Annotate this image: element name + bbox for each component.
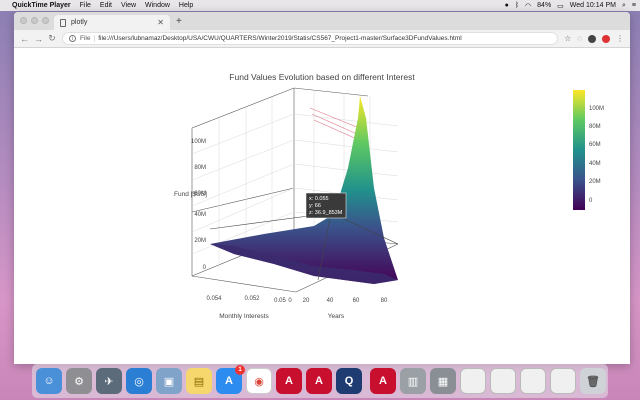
x-tick: 0.05 <box>274 298 286 304</box>
file-label: File <box>80 35 91 42</box>
zoom-window-button[interactable] <box>42 17 49 24</box>
close-tab-icon[interactable]: ✕ <box>157 18 164 27</box>
screen-record-icon[interactable]: ● <box>504 2 509 9</box>
y-tick: 40 <box>327 298 334 304</box>
rocket-icon[interactable]: ✈ <box>96 368 122 394</box>
menu-file[interactable]: File <box>79 2 91 9</box>
quicktime-icon[interactable]: Q <box>336 368 362 394</box>
y-axis-ticks: 0 20 40 60 80 <box>288 298 388 304</box>
menubar-app-name[interactable]: QuickTime Player <box>12 2 71 9</box>
archive-icon[interactable]: ▥ <box>400 368 426 394</box>
profile-avatar[interactable] <box>588 34 596 43</box>
clock[interactable]: Wed 10:14 PM <box>569 2 616 9</box>
y-axis-title: Years <box>328 313 345 320</box>
window-icon[interactable] <box>550 368 576 394</box>
y-tick: 0 <box>288 298 292 304</box>
hover-x: x: 0.055 <box>309 196 329 202</box>
z-tick: 60M <box>194 191 206 197</box>
macos-menubar: QuickTime Player File Edit View Window H… <box>0 0 640 11</box>
x-tick: 0.054 <box>206 296 222 302</box>
extension-red-icon[interactable] <box>602 34 610 43</box>
appstore-badge: 1 <box>235 365 245 375</box>
plot-title: Fund Values Evolution based on different… <box>229 72 415 82</box>
menubar-status: ● ᛒ ◠ 84% ▭ Wed 10:14 PM ⌕ ≡ <box>505 2 636 10</box>
surface-front-band <box>210 244 398 284</box>
forward-arrow-icon[interactable]: → <box>34 33 43 44</box>
safari-icon[interactable]: ◎ <box>126 368 152 394</box>
z-tick: 100M <box>191 139 206 145</box>
x-axis-title: Monthly Interests <box>219 313 269 320</box>
acrobat-icon[interactable]: A <box>276 368 302 394</box>
tab-strip: plotly ✕ + <box>14 12 630 30</box>
minimize-window-button[interactable] <box>31 17 38 24</box>
hover-label: x: 0.055 y: 66 z: 36.9_853M <box>305 192 347 219</box>
address-separator: | <box>93 35 96 42</box>
screenshot-icon[interactable]: ▦ <box>430 368 456 394</box>
menu-view[interactable]: View <box>120 2 137 9</box>
acrobat-icon[interactable]: A <box>370 368 396 394</box>
battery-percent[interactable]: 84% <box>537 2 552 9</box>
tab-title: plotly <box>71 19 88 26</box>
bluetooth-icon[interactable]: ᛒ <box>514 2 520 9</box>
x-axis-ticks: 0.054 0.052 0.05 <box>206 296 286 304</box>
star-icon[interactable]: ☆ <box>564 34 572 43</box>
battery-icon[interactable]: ▭ <box>557 2 564 10</box>
y-tick: 60 <box>353 298 360 304</box>
finder-icon[interactable]: ☺ <box>36 368 62 394</box>
trash-icon[interactable]: 🗑 <box>580 368 606 394</box>
z-tick: 40M <box>194 212 206 218</box>
address-bar[interactable]: i File | file:///Users/lubnamaz/Desktop/… <box>62 32 559 45</box>
colorbar-tick: 100M <box>589 106 604 112</box>
back-arrow-icon[interactable]: ← <box>20 33 29 44</box>
launchpad-icon[interactable]: ⚙ <box>66 368 92 394</box>
menu-window[interactable]: Window <box>145 2 170 9</box>
menu-list-icon[interactable]: ≡ <box>631 2 636 9</box>
y-tick: 20 <box>303 298 310 304</box>
colorbar-ticks: 100M 80M 60M 40M 20M 0 <box>589 106 604 204</box>
colorbar-tick: 20M <box>589 179 601 185</box>
window-controls <box>20 17 49 24</box>
page-content: Fund Values Evolution based on different… <box>14 48 630 364</box>
surface-3d-plot[interactable]: 100M 80M 60M 40M 20M 0 Fund [$US] 0.054 … <box>14 48 630 364</box>
browser-window: plotly ✕ + ← → ↻ i File | file:///Users/… <box>14 12 630 364</box>
url-text[interactable]: file:///Users/lubnamaz/Desktop/USA/CWU/Q… <box>98 35 462 42</box>
close-window-button[interactable] <box>20 17 27 24</box>
colorbar <box>573 90 585 210</box>
wifi-icon[interactable]: ◠ <box>525 2 532 10</box>
document-icon <box>60 18 66 27</box>
extension-icon[interactable]: ◌ <box>577 34 582 43</box>
reload-icon[interactable]: ↻ <box>48 33 56 43</box>
y-tick: 80 <box>381 298 388 304</box>
x-tick: 0.052 <box>244 296 260 302</box>
colorbar-tick: 0 <box>589 198 593 204</box>
menu-help[interactable]: Help <box>178 2 194 9</box>
browser-toolbar: ← → ↻ i File | file:///Users/lubnamaz/De… <box>14 30 630 48</box>
preview-icon[interactable]: ▣ <box>156 368 182 394</box>
tab-plotly[interactable]: plotly ✕ <box>54 15 170 30</box>
window-icon[interactable] <box>520 368 546 394</box>
new-tab-button[interactable]: + <box>176 16 182 27</box>
notes-icon[interactable]: ▤ <box>186 368 212 394</box>
z-axis-ticks: 100M 80M 60M 40M 20M 0 <box>191 139 207 271</box>
hover-z: z: 36.9_853M <box>309 210 343 216</box>
z-tick: 80M <box>194 165 206 171</box>
acrobat-icon[interactable]: A <box>306 368 332 394</box>
z-axis-title: Fund [$US] <box>174 191 207 198</box>
window-icon[interactable] <box>490 368 516 394</box>
info-icon[interactable]: i <box>69 35 76 42</box>
hover-y: y: 66 <box>309 203 321 209</box>
search-icon[interactable]: ⌕ <box>621 1 626 9</box>
chrome-icon[interactable]: ◉ <box>246 368 272 394</box>
colorbar-tick: 40M <box>589 161 601 167</box>
window-icon[interactable] <box>460 368 486 394</box>
surface-mesh[interactable] <box>210 96 398 284</box>
more-menu-icon[interactable]: ⋮ <box>616 34 624 43</box>
colorbar-tick: 80M <box>589 124 601 130</box>
menu-edit[interactable]: Edit <box>99 2 112 9</box>
z-tick: 20M <box>194 238 206 244</box>
colorbar-tick: 60M <box>589 142 601 148</box>
z-tick: 0 <box>203 265 207 271</box>
